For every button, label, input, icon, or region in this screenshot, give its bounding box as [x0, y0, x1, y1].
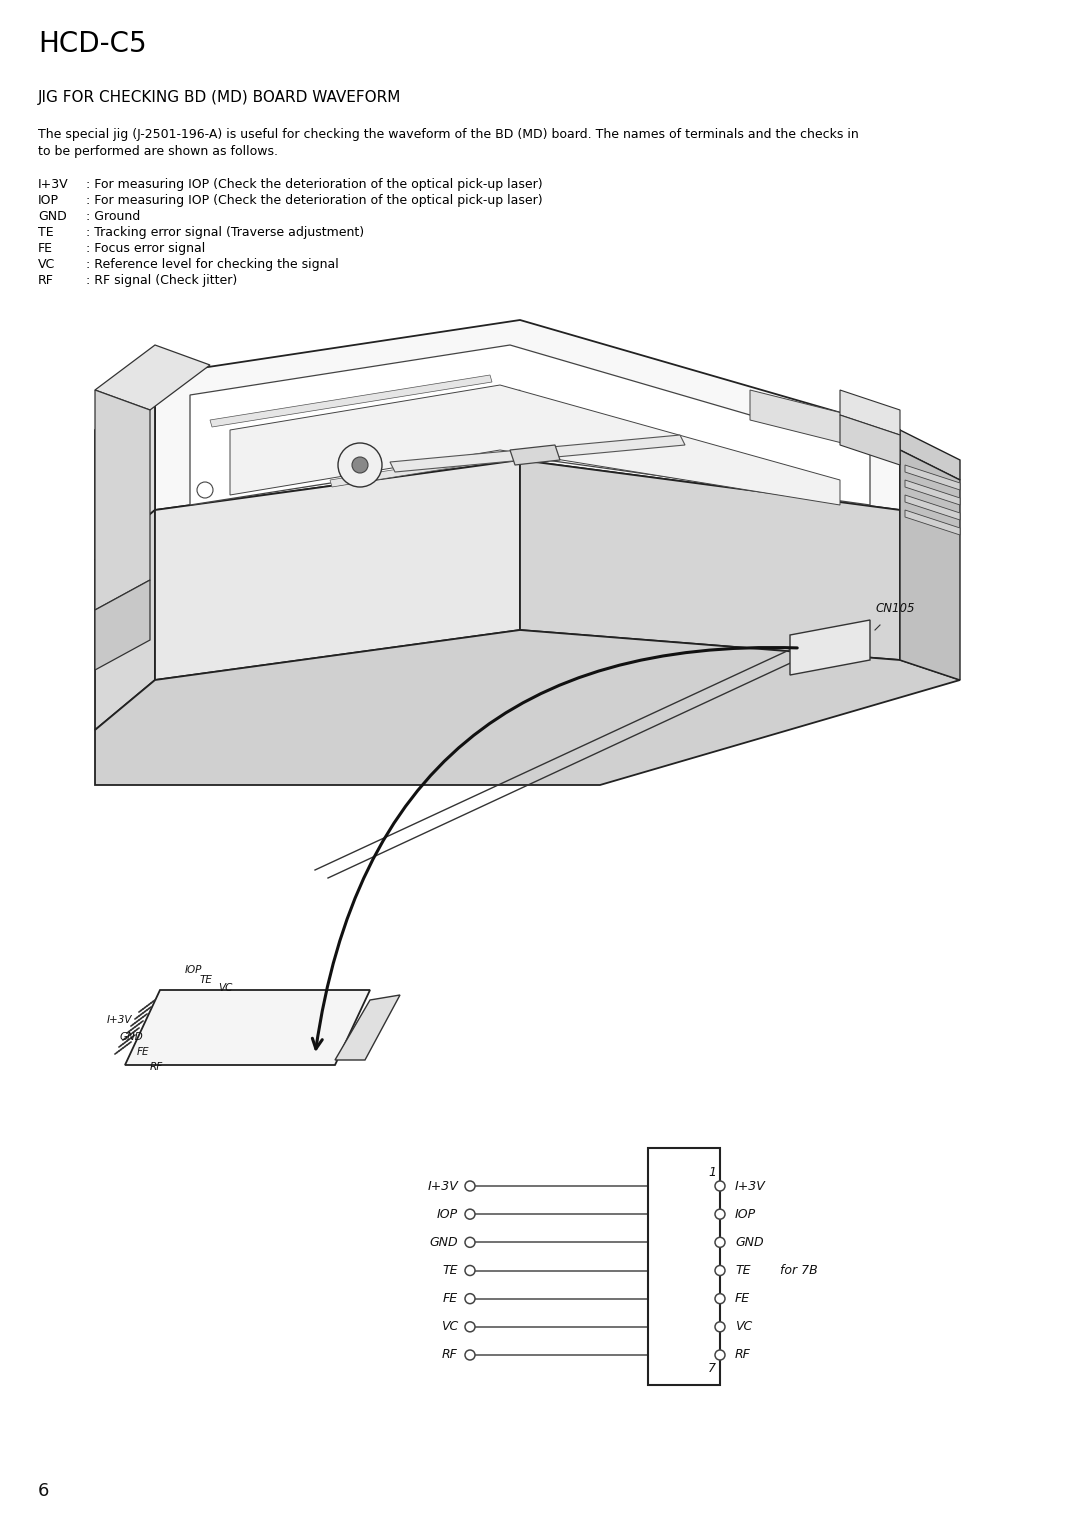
- Polygon shape: [125, 990, 370, 1065]
- Circle shape: [197, 482, 213, 497]
- Text: GND: GND: [735, 1236, 764, 1248]
- Polygon shape: [519, 459, 900, 661]
- Text: CN105: CN105: [875, 601, 915, 615]
- Text: 7: 7: [708, 1363, 716, 1375]
- Polygon shape: [840, 391, 900, 435]
- Text: HCD-C5: HCD-C5: [38, 31, 147, 58]
- Text: : For measuring IOP (Check the deterioration of the optical pick-up laser): : For measuring IOP (Check the deteriora…: [82, 179, 542, 191]
- Text: I+3V: I+3V: [735, 1180, 766, 1192]
- Text: FE: FE: [38, 243, 53, 255]
- Polygon shape: [95, 630, 960, 784]
- Polygon shape: [330, 435, 612, 487]
- Text: GND: GND: [38, 211, 67, 223]
- Text: TE: TE: [200, 975, 213, 984]
- Text: : For measuring IOP (Check the deterioration of the optical pick-up laser): : For measuring IOP (Check the deteriora…: [82, 194, 542, 208]
- Text: VC: VC: [735, 1320, 753, 1334]
- Circle shape: [465, 1322, 475, 1332]
- Circle shape: [465, 1294, 475, 1303]
- Polygon shape: [156, 459, 519, 681]
- Text: I+3V: I+3V: [38, 179, 69, 191]
- Text: FE: FE: [735, 1293, 751, 1305]
- Polygon shape: [190, 345, 870, 505]
- Polygon shape: [210, 375, 492, 427]
- Text: JIG FOR CHECKING BD (MD) BOARD WAVEFORM: JIG FOR CHECKING BD (MD) BOARD WAVEFORM: [38, 90, 402, 105]
- Circle shape: [465, 1265, 475, 1276]
- Text: : Tracking error signal (Traverse adjustment): : Tracking error signal (Traverse adjust…: [82, 226, 364, 240]
- Circle shape: [465, 1351, 475, 1360]
- Polygon shape: [905, 465, 960, 490]
- Text: TE: TE: [38, 226, 54, 240]
- Polygon shape: [750, 391, 870, 450]
- Circle shape: [465, 1209, 475, 1219]
- Circle shape: [715, 1322, 725, 1332]
- Text: : RF signal (Check jitter): : RF signal (Check jitter): [82, 275, 238, 287]
- Text: RF: RF: [38, 275, 54, 287]
- Text: The special jig (J-2501-196-A) is useful for checking the waveform of the BD (MD: The special jig (J-2501-196-A) is useful…: [38, 128, 859, 140]
- Text: IOP: IOP: [185, 964, 202, 975]
- Polygon shape: [95, 580, 150, 670]
- Polygon shape: [510, 446, 561, 465]
- Polygon shape: [905, 510, 960, 536]
- Text: IOP: IOP: [735, 1207, 756, 1221]
- Circle shape: [715, 1265, 725, 1276]
- Polygon shape: [95, 391, 150, 610]
- Text: RF: RF: [150, 1062, 163, 1071]
- Text: : Ground: : Ground: [82, 211, 140, 223]
- Circle shape: [465, 1181, 475, 1190]
- Text: 6: 6: [38, 1482, 50, 1500]
- Text: FE: FE: [137, 1047, 149, 1058]
- Text: VC: VC: [441, 1320, 458, 1334]
- Polygon shape: [335, 995, 400, 1061]
- Polygon shape: [95, 345, 210, 410]
- Text: for 7B: for 7B: [780, 1264, 818, 1277]
- Polygon shape: [900, 450, 960, 681]
- Bar: [648, 1148, 720, 1386]
- Text: FE: FE: [443, 1293, 458, 1305]
- Circle shape: [338, 443, 382, 487]
- Text: IOP: IOP: [38, 194, 59, 208]
- Polygon shape: [270, 404, 552, 456]
- Text: RF: RF: [442, 1349, 458, 1361]
- Polygon shape: [230, 385, 840, 505]
- Circle shape: [715, 1294, 725, 1303]
- Polygon shape: [156, 320, 900, 510]
- Text: TE: TE: [443, 1264, 458, 1277]
- Text: : Reference level for checking the signal: : Reference level for checking the signa…: [82, 258, 339, 272]
- Circle shape: [715, 1238, 725, 1247]
- Polygon shape: [300, 420, 582, 472]
- Text: : Focus error signal: : Focus error signal: [82, 243, 205, 255]
- Text: I+3V: I+3V: [107, 1015, 133, 1025]
- Polygon shape: [95, 510, 156, 729]
- Circle shape: [352, 456, 368, 473]
- Text: to be performed are shown as follows.: to be performed are shown as follows.: [38, 145, 278, 159]
- Text: VC: VC: [38, 258, 55, 272]
- Text: IOP: IOP: [437, 1207, 458, 1221]
- Polygon shape: [789, 620, 870, 674]
- Text: VC: VC: [218, 983, 232, 993]
- Circle shape: [715, 1209, 725, 1219]
- Polygon shape: [905, 494, 960, 520]
- Polygon shape: [840, 415, 900, 465]
- Text: GND: GND: [430, 1236, 458, 1248]
- Text: RF: RF: [735, 1349, 751, 1361]
- Polygon shape: [240, 391, 522, 443]
- Circle shape: [715, 1351, 725, 1360]
- Circle shape: [715, 1181, 725, 1190]
- Polygon shape: [95, 375, 156, 560]
- Polygon shape: [390, 435, 685, 472]
- Circle shape: [465, 1238, 475, 1247]
- Text: GND: GND: [120, 1032, 144, 1042]
- Polygon shape: [905, 481, 960, 505]
- Text: TE: TE: [735, 1264, 751, 1277]
- Text: 1: 1: [708, 1166, 716, 1180]
- Text: I+3V: I+3V: [428, 1180, 458, 1192]
- Polygon shape: [900, 430, 960, 481]
